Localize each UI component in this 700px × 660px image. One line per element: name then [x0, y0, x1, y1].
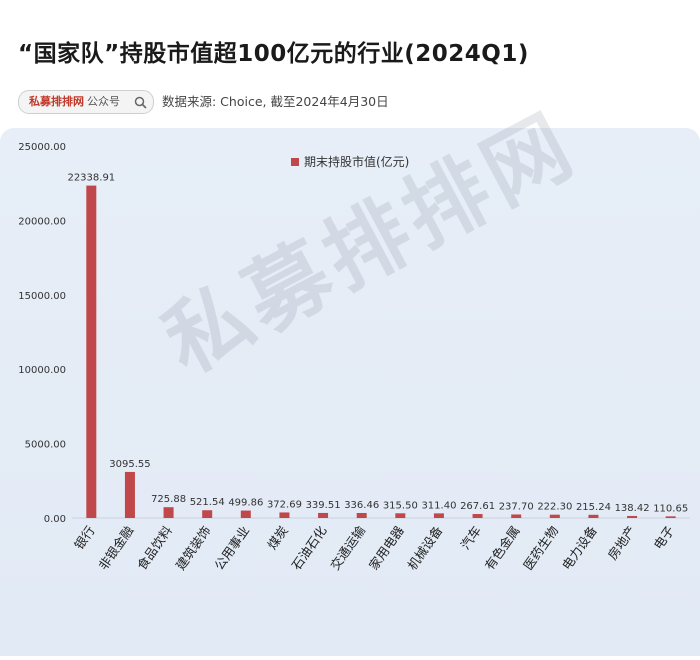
- category-label: 石油石化: [289, 523, 330, 573]
- data-label: 499.86: [228, 498, 263, 509]
- data-label: 311.40: [421, 500, 456, 511]
- category-label: 医药生物: [520, 523, 561, 573]
- category-label: 建筑装饰: [173, 523, 214, 573]
- category-label: 家用电器: [366, 523, 407, 573]
- y-tick-label: 25000.00: [18, 142, 66, 153]
- chart-panel: 0.00 5000.00 10000.00 15000.00 20000.00 25000…: [0, 128, 700, 656]
- data-label: 110.65: [653, 503, 688, 514]
- bar: [124, 471, 135, 518]
- category-label: 食品饮料: [134, 523, 175, 573]
- y-tick-label: 0.00: [44, 514, 66, 525]
- bar: [511, 514, 522, 518]
- bar: [202, 510, 213, 518]
- data-label: 725.88: [151, 494, 186, 505]
- category-label: 机械设备: [404, 523, 445, 573]
- category-label: 公用事业: [211, 523, 252, 573]
- legend-swatch: [291, 158, 299, 166]
- bar: [472, 514, 483, 518]
- data-label: 372.69: [267, 499, 302, 510]
- data-label: 521.54: [190, 497, 225, 508]
- category-label: 有色金属: [482, 523, 523, 573]
- data-label: 3095.55: [109, 459, 150, 470]
- bar: [588, 514, 599, 518]
- search-brand-label: 私募排排网: [29, 95, 84, 108]
- search-icon[interactable]: [134, 95, 147, 113]
- category-label: 房地产: [605, 523, 639, 562]
- y-tick-label: 10000.00: [18, 365, 66, 376]
- bar: [356, 512, 367, 518]
- data-label: 215.24: [576, 502, 611, 513]
- bar: [86, 185, 97, 518]
- y-tick-label: 20000.00: [18, 216, 66, 227]
- bar: [318, 512, 329, 518]
- search-badge[interactable]: 私募排排网 公众号: [18, 90, 154, 114]
- category-label: 汽车: [457, 523, 484, 552]
- data-label: 222.30: [537, 502, 572, 513]
- bar: [395, 513, 406, 518]
- data-source-note: 数据来源: Choice, 截至2024年4月30日: [162, 94, 389, 109]
- category-label: 电力设备: [559, 523, 600, 573]
- bar: [240, 510, 251, 518]
- y-tick-label: 5000.00: [25, 440, 66, 451]
- category-label: 银行: [71, 523, 98, 552]
- category-label: 电子: [651, 523, 678, 552]
- data-label: 237.70: [499, 501, 534, 512]
- y-tick-label: 15000.00: [18, 291, 66, 302]
- data-label: 267.61: [460, 501, 495, 512]
- bar: [627, 515, 638, 518]
- data-label: 315.50: [383, 500, 418, 511]
- category-label: 非银金融: [95, 523, 136, 573]
- category-label: 煤炭: [264, 523, 291, 552]
- bar: [549, 514, 560, 518]
- data-label: 22338.91: [67, 173, 115, 184]
- bar-chart: 0.00 5000.00 10000.00 15000.00 20000.00 25000…: [18, 142, 690, 573]
- search-suffix-label: 公众号: [87, 95, 120, 108]
- category-label: 交通运输: [327, 523, 368, 573]
- data-label: 138.42: [615, 503, 650, 514]
- page-title: “国家队”持股市值超100亿元的行业(2024Q1): [18, 41, 529, 67]
- data-label: 336.46: [344, 500, 379, 511]
- data-label: 339.51: [306, 500, 341, 511]
- bar: [163, 507, 174, 518]
- bar: [665, 516, 676, 518]
- bar: [279, 512, 290, 518]
- bar: [433, 513, 444, 518]
- legend-label: 期末持股市值(亿元): [304, 154, 409, 169]
